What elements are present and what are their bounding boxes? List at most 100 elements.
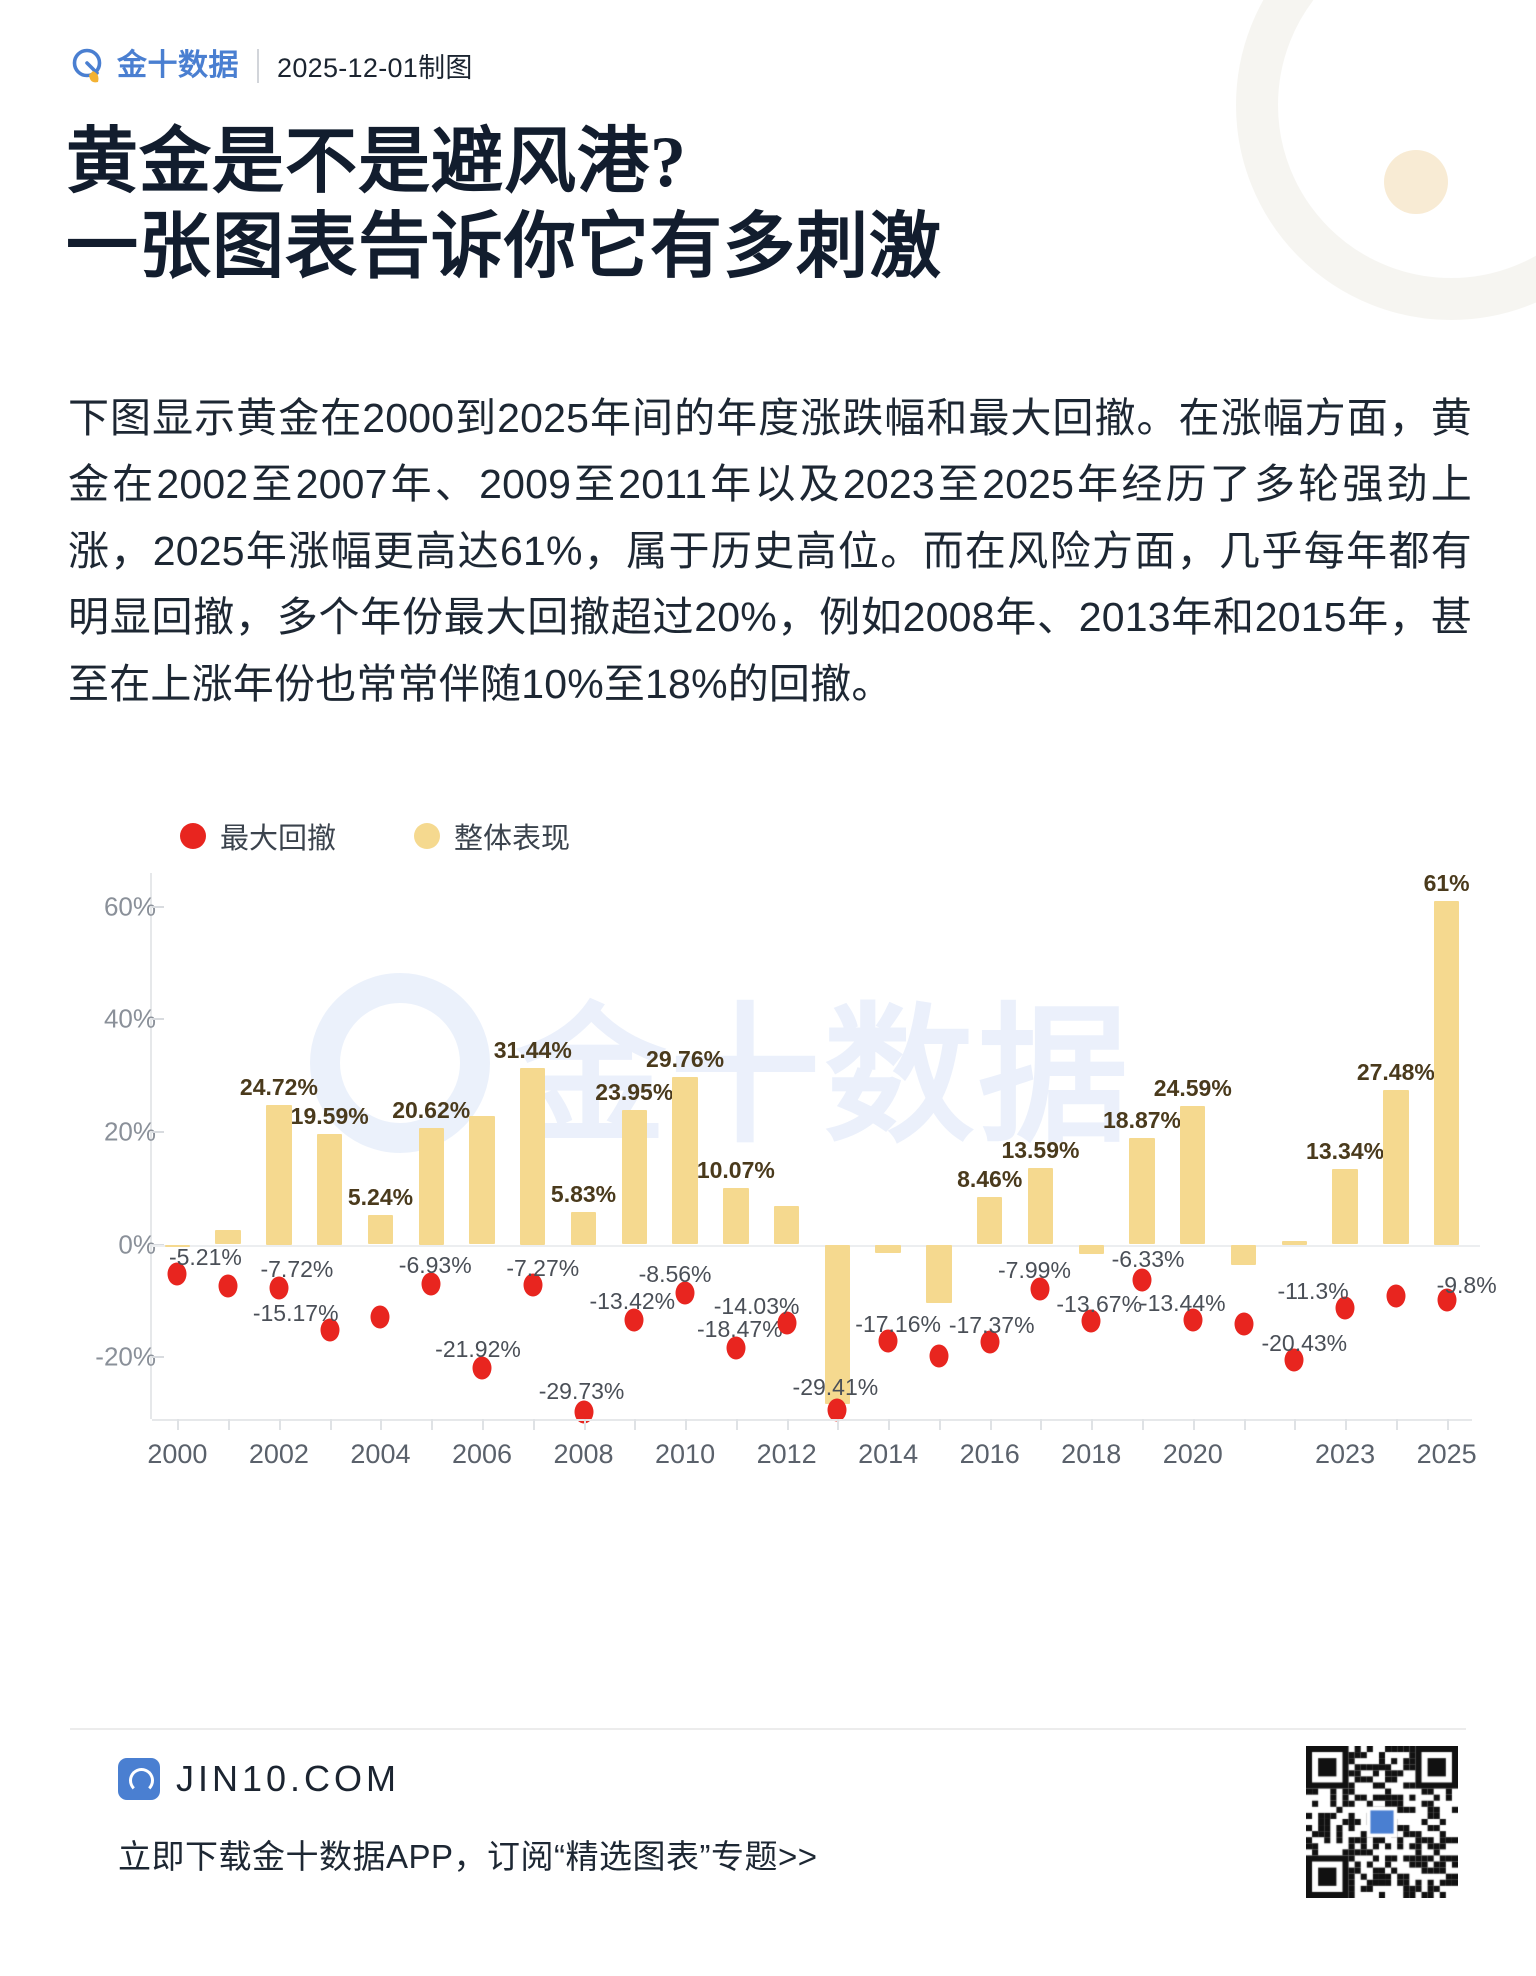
body-paragraph: 下图显示黄金在2000到2025年间的年度涨跌幅和最大回撤。在涨幅方面，黄金在2… [68,395,1472,707]
x-tick-mark [786,1419,789,1430]
x-tick-mark [634,1419,637,1430]
bar-performance [875,1244,901,1253]
footer: JIN10.COM 立即下载金十数据APP，订阅“精选图表”专题>> [118,1758,1018,1878]
jin10-logo-icon [70,47,108,85]
x-tick-mark [1142,1419,1144,1430]
footer-divider [70,1728,1466,1730]
drawdown-value-label: -29.73% [538,1377,625,1404]
drawdown-dot [929,1344,949,1368]
x-tick-label: 2008 [553,1439,614,1469]
x-tick-mark [532,1419,535,1430]
drawdown-dot [421,1272,441,1295]
drawdown-dot [878,1329,898,1353]
y-tick-label: -20% [95,1341,156,1372]
drawdown-value-label: -6.93% [398,1251,472,1278]
plot-area: 金十数据 60% 40% 20% 0% -20% 24.72% 19.59% 5.24% 20… [60,870,1497,1469]
title-line-1: 黄金是不是避风港? [66,122,688,202]
chart-date: 2025-12-01制图 [277,53,473,83]
legend-item-drawdown: 最大回撤 [180,815,336,857]
bar-value-label: 13.34% [1306,1138,1385,1165]
bar-value-label: 20.62% [392,1097,471,1124]
y-tick-label: 0% [118,1229,156,1259]
bar-performance [1180,1106,1206,1245]
drawdown-dot [269,1276,289,1300]
x-axis [152,1419,1472,1421]
bar-performance [1281,1240,1307,1245]
bar-performance [1027,1168,1054,1245]
x-tick-mark [583,1419,586,1430]
y-tick-label: 20% [103,1116,156,1147]
drawdown-dot [574,1400,594,1424]
drawdown-dot [1335,1296,1355,1320]
chart-legend: 最大回撤 整体表现 [180,815,570,857]
bar-performance [570,1211,597,1245]
bar-value-label: 10.07% [696,1156,775,1183]
x-tick-label: 2016 [959,1439,1020,1469]
drawdown-value-label: -9.8% [1436,1271,1497,1298]
drawdown-value-label: -11.3% [1277,1278,1349,1305]
bar-value-label: 18.87% [1102,1107,1182,1134]
x-tick-mark [380,1419,383,1430]
title-line-2: 一张图表告诉你它有多刺激 [66,206,943,287]
drawdown-dot [472,1356,492,1380]
bar-value-label: 5.24% [347,1184,414,1210]
x-tick-label: 2002 [248,1439,309,1469]
x-tick-mark [329,1419,332,1430]
bar-value-label: 23.95% [595,1078,674,1105]
bar-performance [520,1067,546,1245]
bar-value-label: 29.76% [646,1045,725,1072]
x-tick-mark [989,1419,992,1430]
bar-performance [977,1196,1003,1245]
bar-performance [1078,1244,1104,1254]
bar-value-label: 5.83% [550,1180,617,1207]
chart: 最大回撤 整体表现 金十数据 60% 40% 20% 0% -20% 24.72% 19.… [60,815,1497,1469]
x-tick-label: 2018 [1061,1439,1122,1469]
bar-performance [1383,1089,1409,1245]
drawdown-dot [1132,1268,1152,1292]
x-tick-label: 2025 [1416,1439,1477,1469]
drawdown-dot [320,1318,340,1342]
bar-performance [1230,1244,1257,1265]
drawdown-value-label: -7.27% [506,1255,580,1282]
page-title: 黄金是不是避风港? 一张图表告诉你它有多刺激 [66,120,1246,290]
bar-value-label: 24.59% [1153,1075,1232,1102]
drawdown-dot [218,1274,238,1298]
bar-performance [773,1205,800,1245]
drawdown-dot [980,1330,1000,1354]
header: 金十数据 2025-12-01制图 [70,46,473,85]
x-tick-mark [1294,1419,1297,1430]
y-tick-mark [152,1130,164,1133]
x-tick-mark [888,1419,891,1430]
dots-layer: -5.21% -7.72% -15.17% -6.93% -21.92% -7.27% -2… [152,873,1497,1424]
qr-code[interactable] [1306,1746,1458,1898]
drawdown-dot [1386,1284,1406,1308]
legend-swatch-drawdown-icon [180,823,206,849]
site-link[interactable]: JIN10.COM [118,1758,1018,1800]
drawdown-value-label: -29.41% [792,1374,879,1401]
x-tick-mark [1091,1419,1094,1430]
drawdown-value-label: -6.33% [1111,1246,1185,1273]
zero-line [152,1244,1480,1247]
drawdown-value-label: -13.42% [589,1288,676,1315]
legend-label-performance: 整体表现 [454,823,571,855]
drawdown-value-label: -17.16% [855,1311,941,1338]
x-tick-mark [1345,1419,1348,1430]
y-tick-label: 40% [103,1003,156,1034]
header-divider [257,48,259,83]
site-url: JIN10.COM [176,1758,401,1799]
drawdown-dot [827,1398,847,1422]
x-tick-label: 2000 [147,1439,208,1469]
x-tick-mark [1040,1419,1043,1430]
x-tick-label: 2004 [350,1439,411,1469]
brand-name: 金十数据 [117,48,239,82]
drawdown-value-label: -20.43% [1261,1329,1348,1356]
bar-performance [215,1230,241,1245]
decorative-dot [1384,150,1448,214]
drawdown-value-label: -5.21% [168,1243,242,1270]
x-tick-label: 2012 [756,1439,817,1469]
drawdown-value-label: -14.03% [713,1293,800,1320]
drawdown-value-label: -13.44% [1139,1290,1226,1317]
y-tick-label: 60% [103,891,156,922]
y-axis [150,873,152,1419]
